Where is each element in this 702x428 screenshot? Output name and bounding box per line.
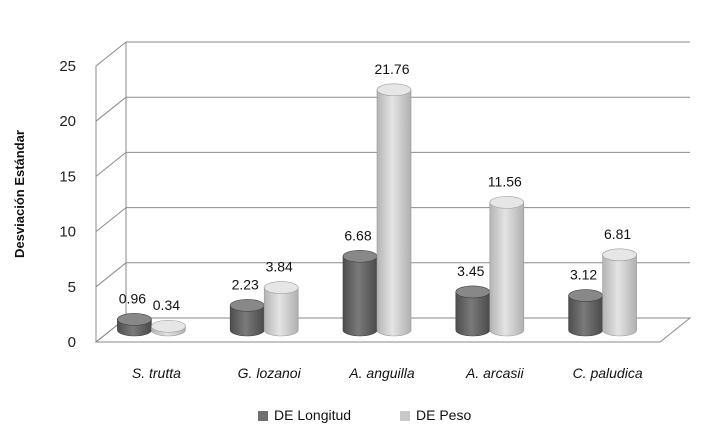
bar-de-peso: 6.81: [602, 226, 637, 337]
bar-body: [342, 255, 378, 337]
x-tick-label: A. anguilla: [348, 365, 415, 381]
side-gridline: [95, 152, 127, 177]
legend: DE Longitud DE Peso: [258, 407, 471, 423]
y-axis-ticks: 0 5 10 15 20 25: [59, 58, 76, 351]
bar-top: [117, 313, 152, 326]
x-tick-label: G. lozanoi: [238, 365, 302, 381]
side-gridline: [95, 207, 127, 232]
data-label: 6.68: [344, 227, 371, 243]
y-tick-label: 15: [59, 168, 76, 185]
x-tick-label: A. arcasii: [465, 365, 524, 381]
bar-de-peso: 21.76: [374, 61, 412, 337]
bar-body: [263, 287, 299, 337]
y-tick-label: 25: [59, 58, 76, 75]
bar-de-peso: 3.84: [263, 259, 299, 337]
data-label: 3.12: [570, 267, 597, 283]
bar-de-longitud: 6.68: [342, 227, 378, 337]
data-label: 3.84: [266, 259, 293, 275]
bar-de-peso: 0.34: [151, 297, 186, 337]
side-gridline: [95, 41, 127, 67]
legend-label: DE Longitud: [274, 407, 351, 423]
bar-top: [263, 281, 299, 294]
y-tick-label: 5: [68, 279, 76, 296]
y-tick-label: 20: [59, 113, 76, 130]
data-label: 3.45: [457, 263, 484, 279]
y-tick-label: 0: [68, 334, 76, 351]
bar-de-peso: 11.56: [488, 173, 525, 337]
bar-top: [602, 248, 637, 262]
data-label: 6.81: [604, 226, 631, 242]
bar-top: [489, 196, 525, 209]
bar-de-longitud: 2.23: [229, 276, 265, 337]
bar-body: [376, 89, 412, 337]
bar-top: [376, 83, 412, 97]
bar-body: [602, 254, 637, 337]
bar-body: [489, 202, 525, 337]
side-gridline: [95, 262, 127, 288]
bars: 0.96 0.34 2.23 3.84 6.68 21.76 3.45 11.56 3.12 6.…: [117, 61, 637, 337]
y-axis-label: Desviación Estándar: [12, 130, 27, 258]
bar-top: [568, 289, 603, 302]
bar-top: [455, 285, 491, 299]
legend-label: DE Peso: [416, 407, 471, 423]
y-tick-label: 10: [59, 224, 76, 241]
bar-top: [342, 249, 378, 263]
bar-de-longitud: 3.12: [568, 267, 603, 337]
data-label: 11.56: [488, 173, 522, 189]
x-tick-label: C. paludica: [573, 365, 643, 381]
data-label: 0.34: [153, 297, 180, 313]
data-label: 0.96: [119, 290, 146, 306]
x-axis-categories: S. trutta G. lozanoi A. anguilla A. arcasii…: [132, 365, 643, 381]
data-label: 2.23: [232, 276, 259, 292]
side-gridline: [95, 96, 127, 122]
legend-swatch: [258, 411, 268, 421]
bar-top: [229, 299, 265, 312]
bar-de-longitud: 3.45: [455, 263, 491, 337]
floor: [94, 317, 692, 343]
data-label: 21.76: [374, 61, 409, 77]
legend-swatch: [400, 411, 410, 421]
bar-body: [455, 291, 491, 337]
bar-top: [151, 319, 186, 333]
x-tick-label: S. trutta: [132, 365, 181, 381]
bar-de-longitud: 0.96: [117, 290, 152, 337]
